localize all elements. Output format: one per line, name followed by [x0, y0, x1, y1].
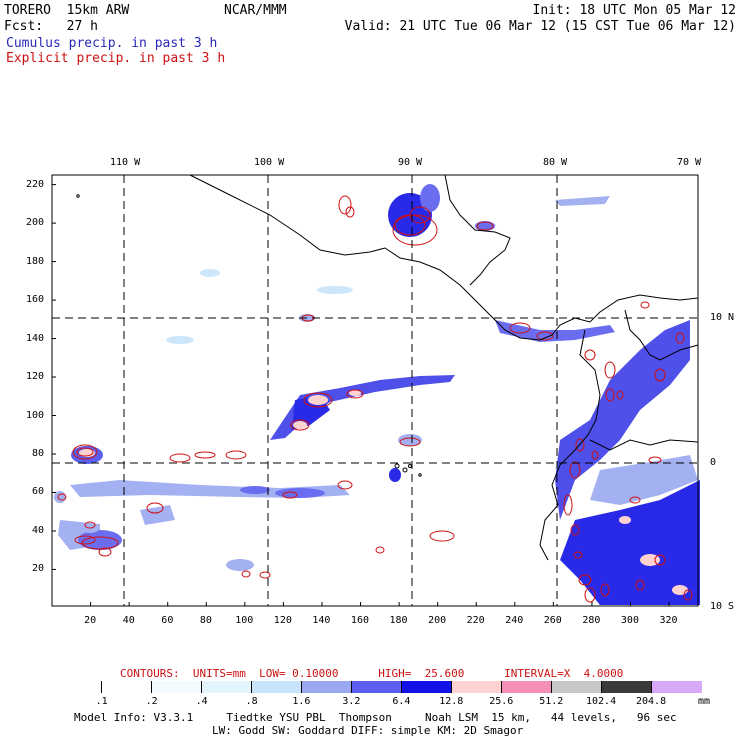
y-tick-label: 140 [26, 332, 45, 344]
colorbar-swatch [552, 681, 602, 693]
organization: NCAR/MMM [224, 3, 287, 18]
colorbar-unit: mm [698, 696, 711, 707]
valid-time: Valid: 21 UTC Tue 06 Mar 12 (15 CST Tue … [344, 19, 736, 34]
y-tick-label: 60 [32, 486, 45, 498]
colorbar-label: 51.2 [539, 696, 564, 707]
contour-info: CONTOURS: UNITS=mm LOW= 0.10000 HIGH= 25… [120, 667, 624, 680]
y-tick-label: 220 [26, 178, 45, 190]
y-tick-label: 40 [32, 524, 45, 536]
cumulus-precip-shading [54, 184, 700, 605]
cumulus-precip-label: Cumulus precip. in past 3 h [6, 36, 218, 51]
x-tick-label: 200 [428, 615, 447, 626]
model-name: TORERO 15km ARW [4, 3, 130, 18]
x-tick-label: 260 [543, 615, 562, 626]
colorbar-label: 12.8 [439, 696, 464, 707]
colorbar-swatch [302, 681, 352, 693]
x-tick-label: 40 [122, 615, 135, 626]
latlon-grid [52, 175, 698, 606]
colorbar-swatch [352, 681, 402, 693]
x-tick-label: 20 [84, 615, 97, 626]
colorbar-label: 6.4 [392, 696, 411, 707]
y-tick-label: 100 [26, 409, 45, 421]
colorbar-label: .8 [245, 696, 258, 707]
x-tick-label: 140 [312, 615, 331, 626]
colorbar-swatch [602, 681, 652, 693]
colorbar-swatch [252, 681, 302, 693]
heavy-precip-shading [79, 390, 688, 595]
coastlines [189, 174, 699, 561]
colorbar-swatch [202, 681, 252, 693]
lon-label-110w: 110 W [110, 157, 141, 168]
colorbar-label: 204.8 [636, 696, 667, 707]
colorbar-label: 3.2 [342, 696, 361, 707]
y-tick-label: 160 [26, 294, 45, 306]
colorbar-swatch [502, 681, 552, 693]
x-tick-label: 80 [199, 615, 212, 626]
y-tick-label: 80 [32, 447, 45, 459]
axis-ticks [52, 184, 670, 606]
lat-label-equator: 0 [710, 457, 717, 468]
colorbar-swatch [402, 681, 452, 693]
colorbar-swatch [52, 681, 102, 693]
x-tick-label: 320 [659, 615, 678, 626]
colorbar-label: 25.6 [489, 696, 514, 707]
x-tick-label: 220 [466, 615, 485, 626]
colorbar-label: .4 [195, 696, 208, 707]
map-frame [51, 174, 699, 607]
x-tick-label: 280 [582, 615, 601, 626]
lon-label-70w: 70 W [677, 157, 702, 168]
y-tick-label: 200 [26, 217, 45, 229]
init-time: Init: 18 UTC Mon 05 Mar 12 [532, 3, 737, 18]
x-tick-label: 300 [620, 615, 639, 626]
model-physics: LW: Godd SW: Goddard DIFF: simple KM: 2D… [212, 724, 524, 737]
colorbar-swatch [152, 681, 202, 693]
y-tick-label: 20 [32, 563, 45, 575]
forecast-hour: Fcst: 27 h [4, 19, 98, 34]
colorbar-swatch [452, 681, 502, 693]
colorbar-label: 102.4 [586, 696, 617, 707]
x-tick-label: 180 [389, 615, 408, 626]
x-tick-label: 160 [350, 615, 369, 626]
lon-label-100w: 100 W [254, 157, 285, 168]
explicit-precip-label: Explicit precip. in past 3 h [6, 51, 226, 66]
model-info: Model Info: V3.3.1 Tiedtke YSU PBL Thomp… [74, 711, 677, 724]
x-tick-label: 60 [161, 615, 174, 626]
lon-label-80w: 80 W [543, 157, 568, 168]
islands [76, 194, 422, 477]
colorbar-label: 1.6 [292, 696, 311, 707]
colorbar-swatch [102, 681, 152, 693]
lon-label-90w: 90 W [398, 157, 423, 168]
colorbar-label: .1 [95, 696, 108, 707]
colorbar-swatch [652, 681, 702, 693]
x-tick-label: 100 [235, 615, 254, 626]
y-tick-label: 180 [26, 255, 45, 267]
x-tick-label: 240 [505, 615, 524, 626]
y-tick-label: 120 [26, 371, 45, 383]
x-tick-label: 120 [273, 615, 292, 626]
colorbar-label: .2 [145, 696, 158, 707]
lat-label-10s: 10 S [710, 601, 735, 612]
lat-label-10n: 10 N [710, 312, 735, 323]
